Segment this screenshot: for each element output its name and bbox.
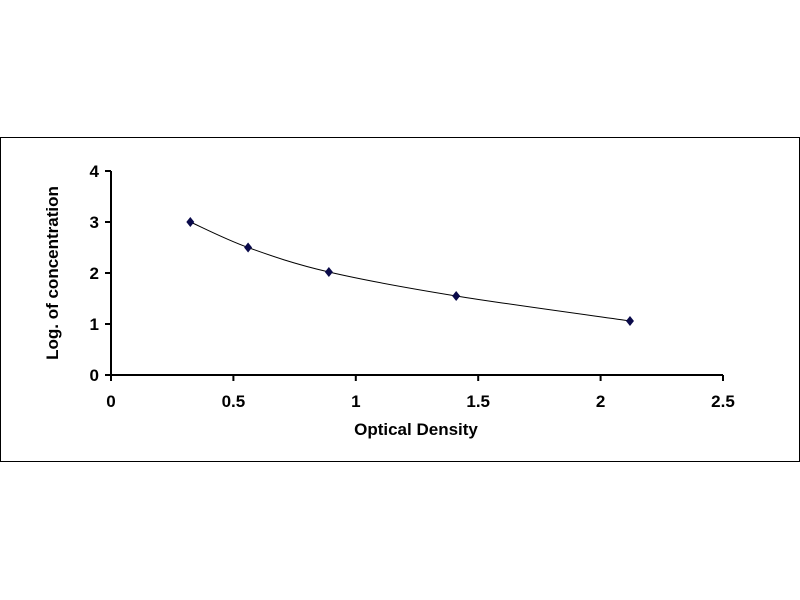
y-tick-label: 2	[90, 264, 99, 283]
data-point	[452, 290, 461, 301]
y-tick-label: 4	[90, 162, 100, 181]
y-tick-label: 0	[90, 366, 99, 385]
data-point	[244, 242, 253, 253]
x-tick-label: 1	[351, 392, 360, 411]
y-axis-label: Log. of concentration	[43, 186, 62, 360]
data-point	[324, 266, 333, 277]
y-tick-label: 3	[90, 213, 99, 232]
x-tick-label: 0	[106, 392, 115, 411]
x-tick-label: 2.5	[711, 392, 735, 411]
data-point	[186, 217, 195, 227]
x-tick-label: 0.5	[222, 392, 246, 411]
x-tick-label: 1.5	[466, 392, 490, 411]
x-axis-label: Optical Density	[354, 420, 478, 439]
x-tick-label: 2	[596, 392, 605, 411]
y-tick-label: 1	[90, 315, 99, 334]
data-point	[625, 315, 634, 326]
trend-curve	[190, 221, 631, 322]
